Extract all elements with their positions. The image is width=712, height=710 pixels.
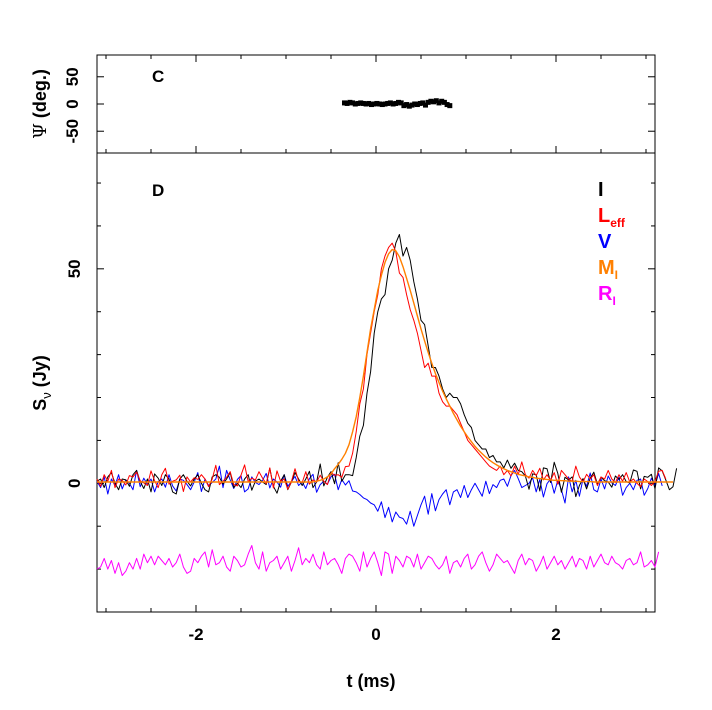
psi-tick-label: -50 xyxy=(63,119,82,144)
series-line-i xyxy=(96,234,678,498)
series-line-v xyxy=(96,465,663,527)
panel-d-ylabel-main: S xyxy=(30,399,50,411)
axes-layer: -2 0 2 0 50 -50 0 50 xyxy=(63,55,655,644)
psi-point xyxy=(363,101,369,107)
psi-point xyxy=(347,99,353,105)
panel-c-ylabel: Ψ (deg.) xyxy=(30,69,51,139)
x-tick-label: 0 xyxy=(371,625,380,644)
psi-point xyxy=(406,103,412,109)
psi-point xyxy=(398,100,404,106)
series-layer xyxy=(96,234,678,576)
y-tick-label: 0 xyxy=(65,479,84,488)
psi-point xyxy=(355,100,361,106)
psi-point xyxy=(439,98,445,104)
psi-point xyxy=(379,102,385,108)
psi-point xyxy=(417,100,423,106)
legend-entry: V xyxy=(598,231,612,253)
psi-point xyxy=(447,103,453,109)
panel-c-ylabel-symbol: Ψ xyxy=(30,123,51,139)
panel-d-letter: D xyxy=(152,181,164,200)
legend-entry: RI xyxy=(598,283,616,308)
psi-point xyxy=(431,99,437,105)
psi-point xyxy=(428,98,434,104)
psi-point xyxy=(342,100,347,106)
psi-point xyxy=(352,101,358,107)
psi-point xyxy=(412,101,418,107)
psi-point xyxy=(344,100,350,106)
psi-point xyxy=(420,100,426,106)
panel-d-ylabel-sub: ν xyxy=(39,392,54,399)
psi-point xyxy=(425,99,431,105)
panel-d-ylabel: Sν (Jy) xyxy=(30,355,54,411)
x-tick-label: 2 xyxy=(551,625,560,644)
psi-tick-label: 0 xyxy=(63,99,82,108)
psi-point xyxy=(436,100,442,106)
psi-point xyxy=(366,100,372,106)
psi-point xyxy=(371,101,377,107)
psi-point xyxy=(414,102,420,108)
psi-point xyxy=(377,101,383,107)
psi-point xyxy=(374,100,380,106)
legend-entry: MI xyxy=(598,257,618,282)
x-axis-title: t (ms) xyxy=(347,671,396,691)
psi-point xyxy=(409,102,415,108)
psi-point xyxy=(382,101,388,107)
psi-point xyxy=(423,102,428,108)
psi-point xyxy=(360,100,366,106)
panel-d-ylabel-rest: (Jy) xyxy=(30,355,50,392)
psi-point xyxy=(441,99,447,105)
panel-c-letter: C xyxy=(152,67,164,86)
legend-entry: I xyxy=(598,179,604,201)
psi-point xyxy=(358,100,364,106)
psi-point xyxy=(401,103,407,109)
series-line-m-i xyxy=(97,248,673,483)
psi-point xyxy=(393,100,399,106)
legend-entry: Leff xyxy=(598,205,626,230)
psi-point xyxy=(404,102,410,108)
psi-point xyxy=(390,101,396,107)
series-line-l-eff xyxy=(96,242,667,492)
panel-d-frame xyxy=(96,152,656,613)
psi-point xyxy=(350,100,356,106)
psi-point xyxy=(433,98,439,104)
psi-point xyxy=(396,99,401,105)
psi-tick-label: 50 xyxy=(63,67,82,86)
psi-point xyxy=(369,102,374,108)
y-tick-label: 50 xyxy=(65,259,84,278)
scatter-layer xyxy=(342,98,453,109)
x-tick-label: -2 xyxy=(188,625,203,644)
psi-point xyxy=(385,100,391,106)
panel-c-ylabel-rest: (deg.) xyxy=(30,69,50,123)
psi-point xyxy=(444,102,450,108)
psi-point xyxy=(387,100,393,106)
series-line-r-i xyxy=(96,545,660,576)
